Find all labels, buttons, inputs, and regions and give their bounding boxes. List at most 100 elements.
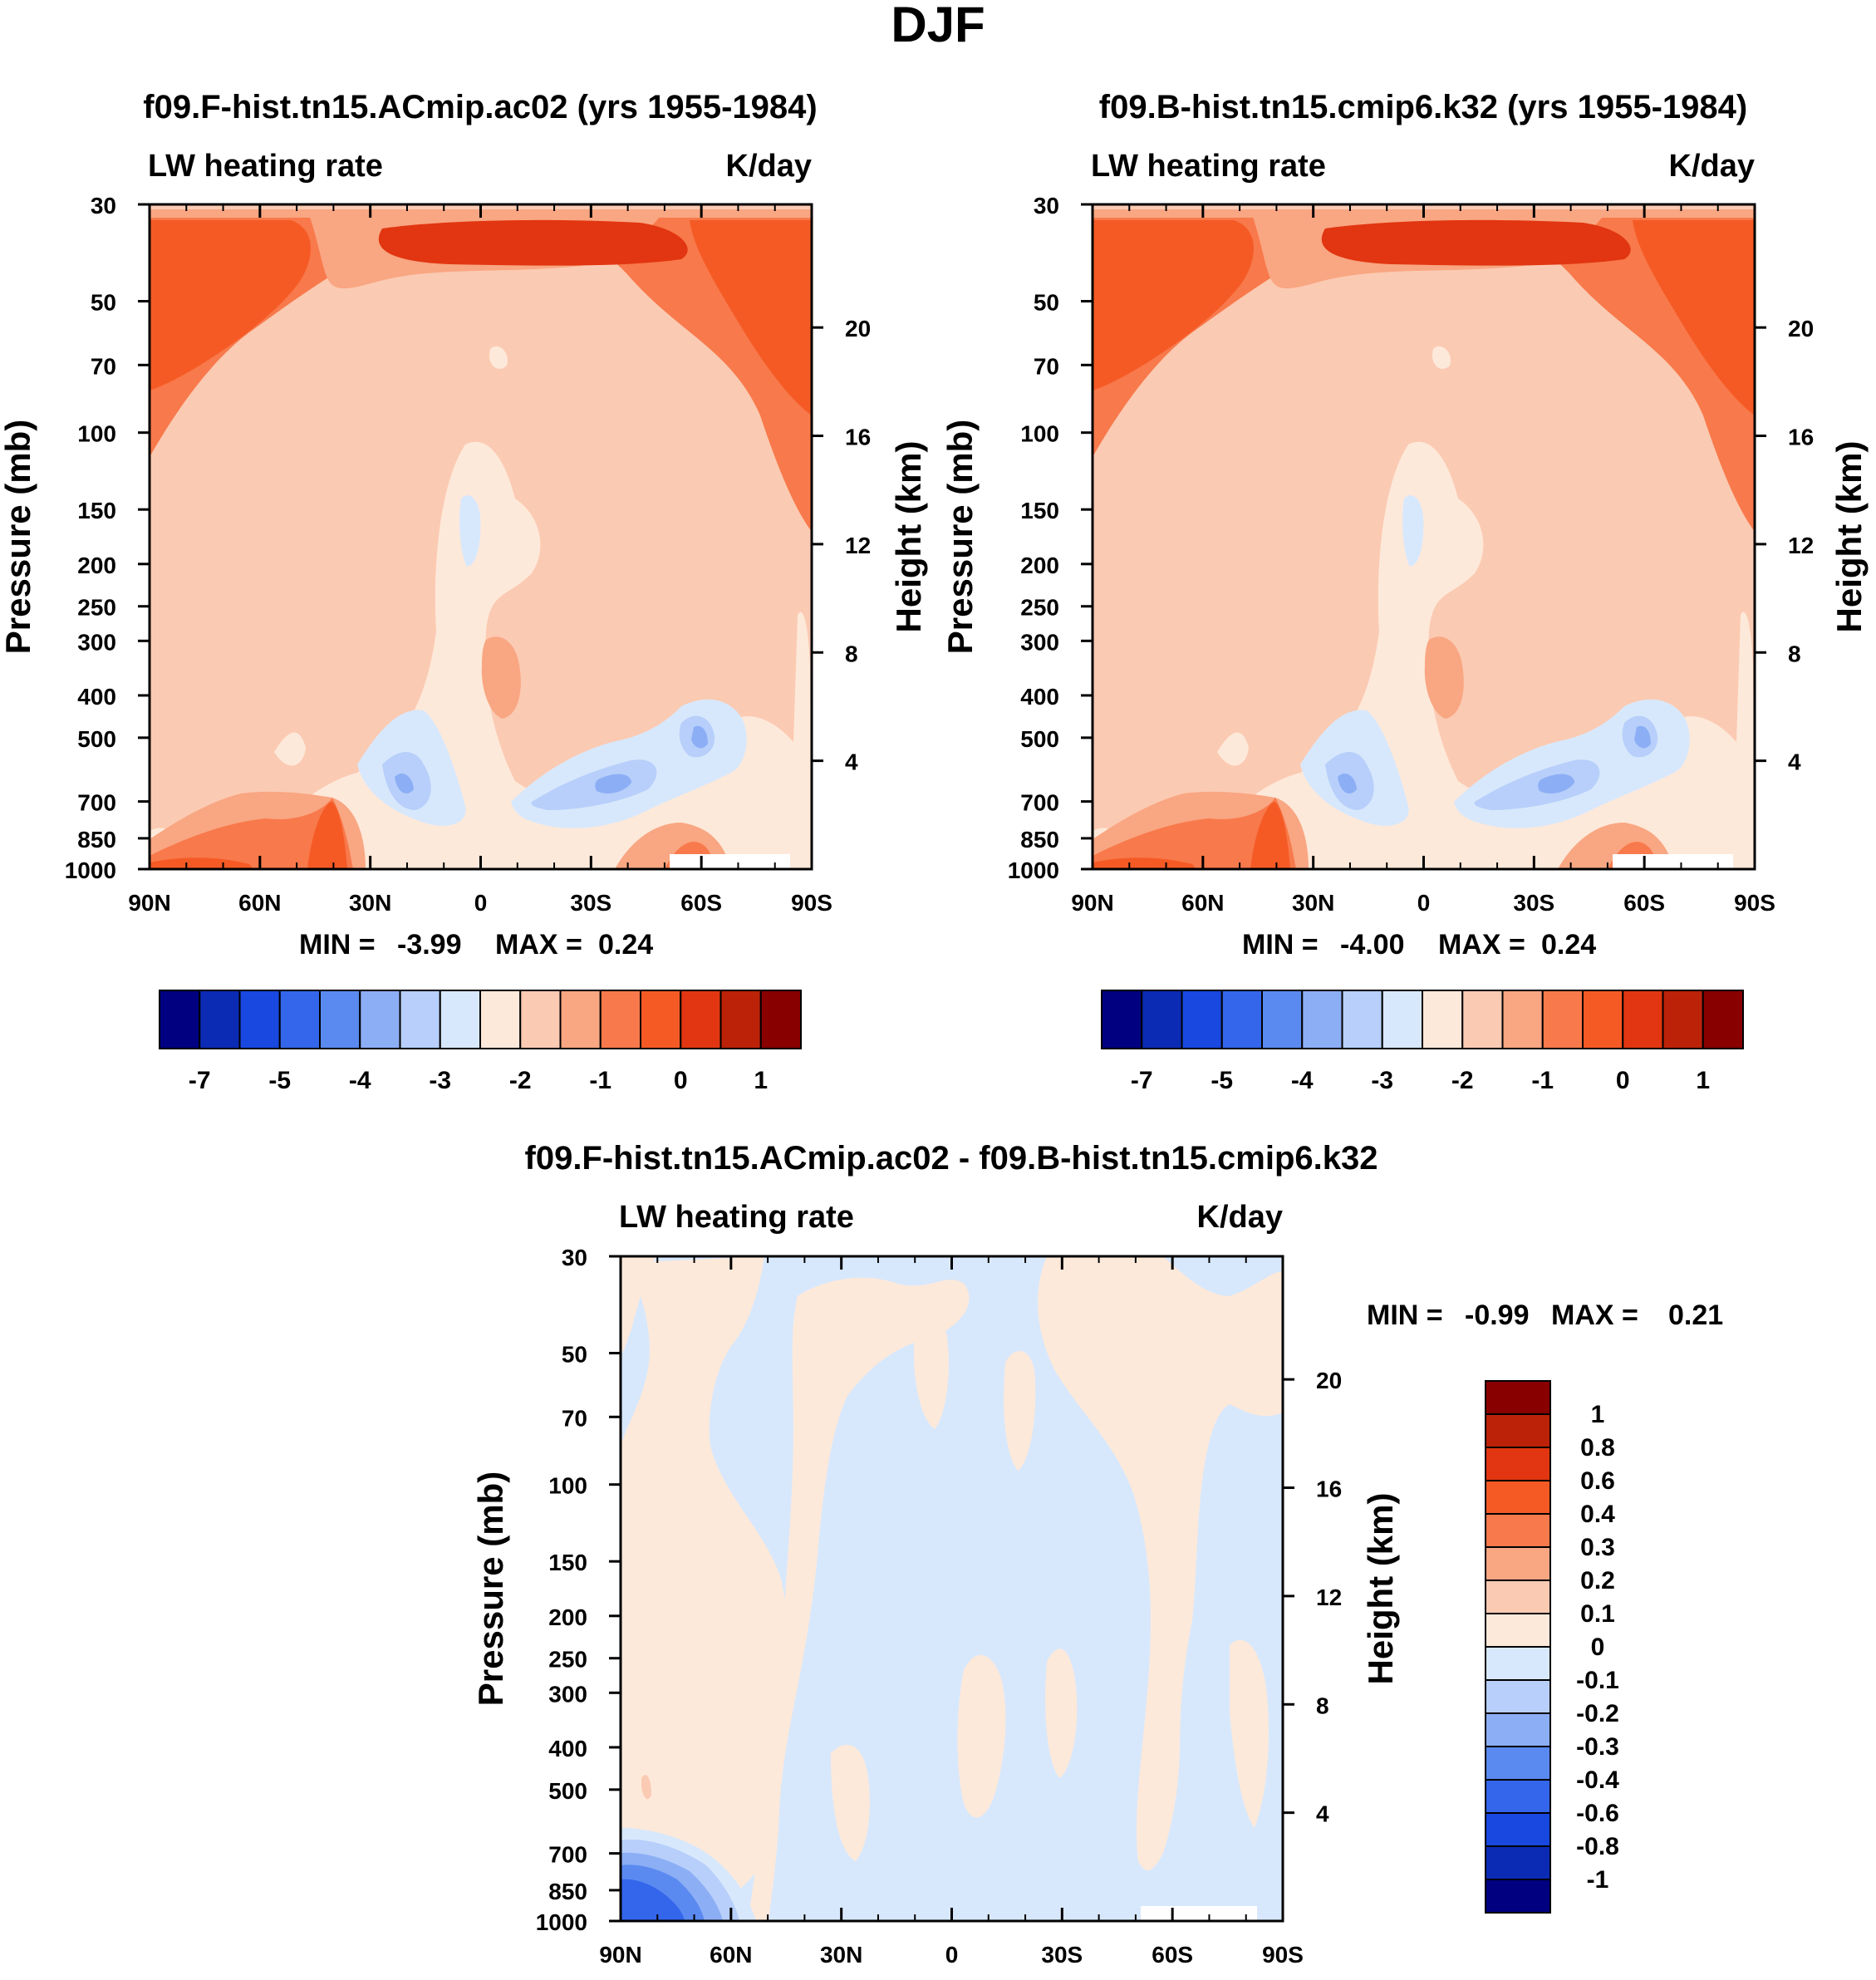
contour-salmon-spot	[641, 1775, 651, 1800]
panel-2-ylabel-right: Height (km)	[1829, 441, 1869, 633]
contour-redorange-band	[150, 220, 311, 391]
max-label: MAX =	[495, 929, 582, 961]
x-tick-label: 90N	[599, 1942, 641, 1968]
height-tick-label: 8	[1316, 1693, 1329, 1718]
y-tick-label: 100	[77, 421, 116, 447]
contour-ddblue-region	[621, 1879, 685, 1921]
height-tick-label: 4	[1788, 749, 1801, 775]
colorbar-label: -0.8	[1576, 1833, 1619, 1860]
panel-3-title: f09.F-hist.tn15.ACmip.ac02 - f09.B-hist.…	[525, 1140, 1378, 1177]
height-tick-label: 16	[1788, 425, 1814, 450]
contour-cream-region	[274, 732, 306, 766]
y-tick-label: 300	[77, 629, 116, 655]
colorbar-label: 0.1	[1580, 1600, 1615, 1628]
y-tick-label: 500	[1020, 726, 1059, 752]
y-tick-label: 200	[77, 553, 116, 578]
colorbar-label: 0.2	[1580, 1567, 1615, 1594]
y-tick-label: 30	[562, 1245, 587, 1270]
contour-redorange-band	[690, 220, 812, 415]
colorbar-box	[1141, 990, 1183, 1049]
colorbar-box	[1101, 990, 1143, 1049]
contour-blue-region	[1338, 773, 1357, 793]
y-tick-label: 200	[548, 1604, 587, 1630]
panel-2-units: K/day	[1669, 149, 1755, 184]
contour-cream-region	[1045, 1648, 1078, 1778]
contour-peach-island	[1440, 607, 1509, 757]
colorbar-box	[1485, 1712, 1551, 1747]
y-tick-label: 50	[1034, 290, 1059, 316]
colorbar-label: 0	[674, 1067, 688, 1094]
contour-cream-region	[1217, 732, 1249, 766]
min-label: MIN =	[299, 929, 376, 961]
panel-2: f09.B-hist.tn15.cmip6.k32 (yrs 1955-1984…	[940, 89, 1869, 1094]
y-tick-label: 300	[1020, 629, 1059, 655]
colorbar-box	[1485, 1879, 1551, 1914]
panel-3-ylabel: Pressure (mb)	[471, 1471, 510, 1706]
y-tick-label: 100	[548, 1473, 587, 1499]
panel-2-stats: MIN = -4.00 MAX = 0.24	[1242, 929, 1596, 961]
contour-cream-region	[789, 612, 812, 869]
figure-title: DJF	[891, 0, 985, 52]
colorbar-box	[359, 990, 401, 1049]
colorbar-box	[1485, 1580, 1551, 1614]
contour-midblue-region	[531, 759, 657, 810]
colorbar-box	[1485, 1646, 1551, 1681]
colorbar-box	[479, 990, 522, 1049]
colorbar-box	[1381, 990, 1423, 1049]
colorbar-label: -7	[1131, 1067, 1153, 1094]
min-value: -3.99	[397, 929, 462, 961]
colorbar-box	[1485, 1480, 1551, 1515]
height-tick-label: 12	[1788, 533, 1814, 558]
colorbar-box	[159, 990, 201, 1049]
panel-3-contour-field	[621, 1256, 1283, 1921]
colorbar-label: -0.4	[1576, 1766, 1619, 1794]
y-tick-label: 400	[1020, 684, 1059, 710]
colorbar-label: -0.2	[1576, 1700, 1619, 1727]
x-tick-label: 30S	[1513, 890, 1554, 916]
x-tick-label: 30N	[349, 890, 391, 916]
x-tick-label: 60S	[680, 890, 722, 916]
colorbar-label: -3	[1371, 1067, 1393, 1094]
contour-cream-region	[957, 1654, 1006, 1818]
x-tick-label: 90S	[1262, 1942, 1304, 1968]
colorbar-label: -1	[589, 1067, 611, 1094]
y-tick-label: 250	[1020, 595, 1059, 621]
panel-1-axes: 305070100150200250300400500700850100090N…	[65, 193, 871, 916]
height-tick-label: 16	[1316, 1476, 1342, 1502]
height-tick-label: 8	[845, 641, 858, 666]
height-tick-label: 16	[845, 425, 871, 450]
x-tick-label: 90N	[1071, 890, 1113, 916]
colorbar-label: -0.6	[1576, 1800, 1619, 1827]
contour-blue-region	[1538, 774, 1574, 793]
panel-1-colorbar: -7 -5 -4 -3 -2 -1 0 1	[159, 990, 802, 1094]
colorbar-box	[559, 990, 602, 1049]
height-tick-label: 20	[845, 316, 871, 341]
min-value: -4.00	[1340, 929, 1405, 961]
colorbar-box	[1485, 1447, 1551, 1481]
colorbar-box	[439, 990, 481, 1049]
colorbar-box	[1501, 990, 1544, 1049]
colorbar-box	[1422, 990, 1464, 1049]
y-tick-label: 30	[91, 193, 116, 219]
contour-cream-region	[914, 1312, 949, 1429]
contour-lower-redorange	[150, 857, 253, 869]
colorbar-box	[1485, 1679, 1551, 1714]
contour-lower-redorange	[307, 802, 347, 869]
contour-cream-region	[1432, 346, 1451, 369]
y-tick-label: 200	[1020, 553, 1059, 578]
y-tick-label: 250	[77, 595, 116, 621]
x-tick-label: 0	[1417, 890, 1431, 916]
colorbar-label: -0.3	[1576, 1733, 1619, 1761]
colorbar-box	[1485, 1513, 1551, 1548]
y-tick-label: 150	[1020, 498, 1059, 523]
y-tick-label: 70	[562, 1405, 587, 1431]
max-label: MAX =	[1438, 929, 1525, 961]
colorbar-box	[599, 990, 641, 1049]
colorbar-box	[1485, 1546, 1551, 1581]
x-tick-label: 60S	[1152, 1942, 1193, 1968]
y-tick-label: 1000	[536, 1909, 587, 1935]
y-tick-label: 850	[548, 1879, 587, 1904]
contour-cream-region	[748, 1277, 970, 1921]
colorbar-box	[1485, 1746, 1551, 1781]
colorbar-box	[1220, 990, 1263, 1049]
